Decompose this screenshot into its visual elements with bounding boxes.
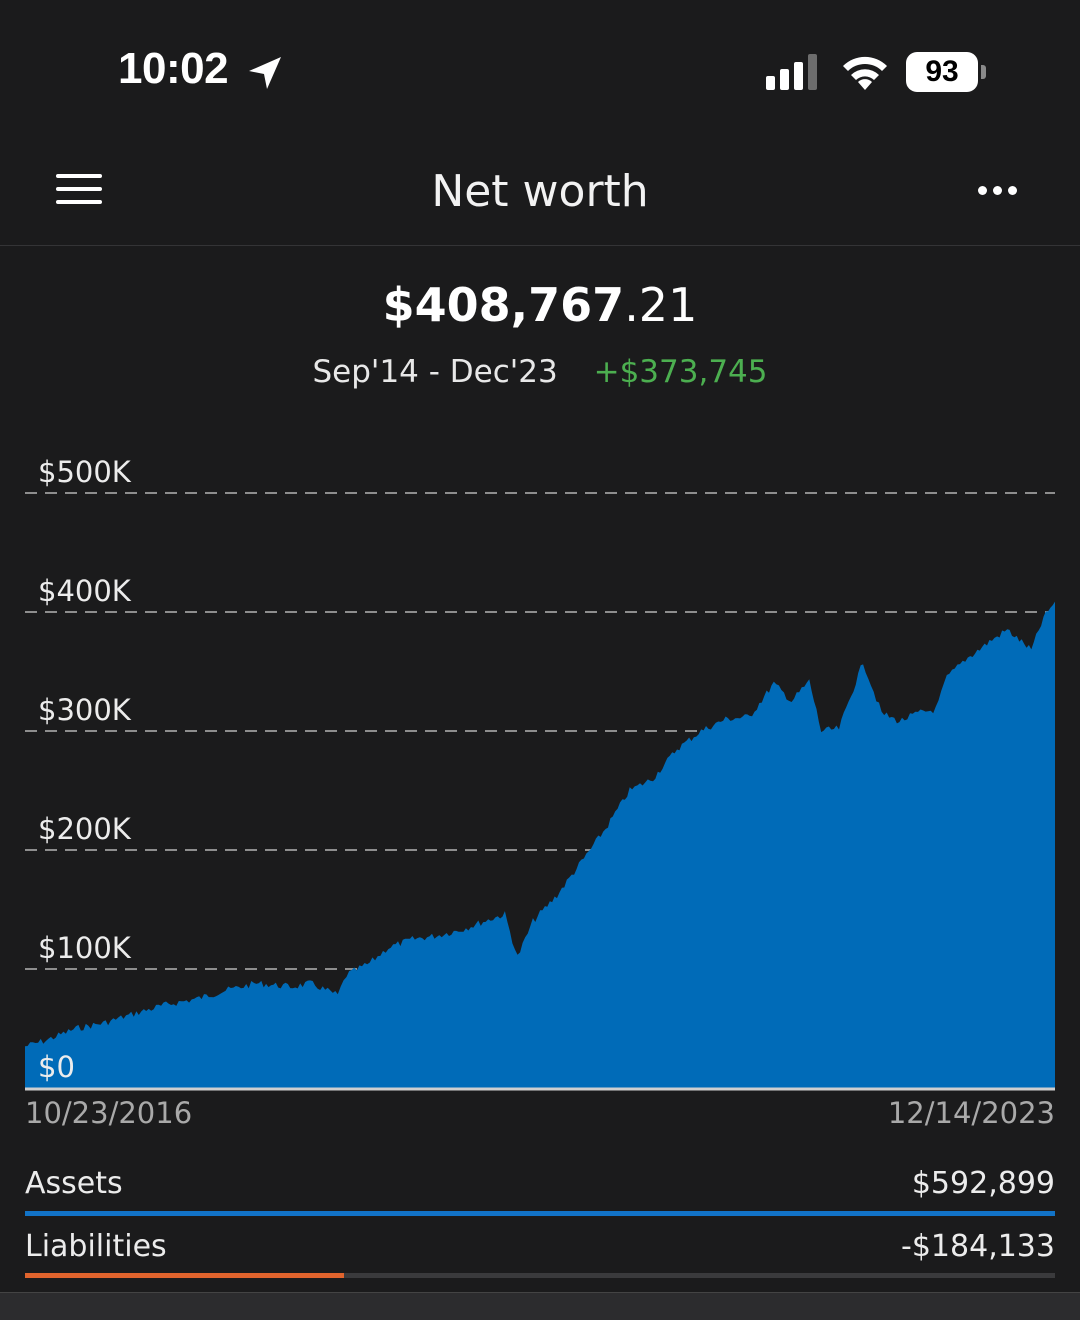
range-row: Sep'14 - Dec'23 +$373,745 xyxy=(0,354,1080,390)
assets-row[interactable]: Assets $592,899 xyxy=(25,1166,1055,1216)
assets-bar xyxy=(25,1211,1055,1216)
bottom-panel-edge xyxy=(0,1292,1080,1320)
net-worth-value: $408,767.21 xyxy=(0,278,1080,332)
liabilities-label: Liabilities xyxy=(25,1229,167,1264)
assets-label: Assets xyxy=(25,1166,123,1201)
assets-bar-fill xyxy=(25,1211,1055,1216)
liabilities-bar-fill xyxy=(25,1273,345,1278)
net-worth-area xyxy=(25,601,1055,1088)
battery-icon: 93 xyxy=(906,52,988,92)
cellular-signal-icon xyxy=(766,54,817,90)
net-worth-cents: .21 xyxy=(624,278,698,332)
y-tick-label: $300K xyxy=(38,693,131,727)
net-worth-chart[interactable]: $0 $100K $200K $300K $400K $500K 10/23/2016 1… xyxy=(0,440,1080,1140)
liabilities-bar xyxy=(25,1273,1055,1278)
net-worth-change: +$373,745 xyxy=(593,354,768,390)
x-axis-start-label: 10/23/2016 xyxy=(25,1096,193,1130)
status-bar: 10:02 93 xyxy=(0,0,1080,140)
y-tick-label: $100K xyxy=(38,931,131,965)
status-time: 10:02 xyxy=(118,44,229,93)
y-tick-label: $500K xyxy=(38,455,131,489)
liabilities-row[interactable]: Liabilities -$184,133 xyxy=(25,1229,1055,1279)
y-tick-label: $200K xyxy=(38,812,131,846)
page-title: Net worth xyxy=(431,166,649,217)
wifi-icon xyxy=(843,56,887,90)
y-tick-label: $0 xyxy=(38,1050,75,1084)
more-options-icon[interactable] xyxy=(978,180,1024,200)
battery-level: 93 xyxy=(925,55,959,88)
y-tick-label: $400K xyxy=(38,574,131,608)
date-range-label[interactable]: Sep'14 - Dec'23 xyxy=(312,354,558,390)
net-worth-main: $408,767 xyxy=(382,278,625,332)
net-worth-chart-svg xyxy=(25,492,1055,1091)
location-arrow-icon xyxy=(249,57,281,89)
x-axis-end-label: 12/14/2023 xyxy=(887,1096,1055,1130)
assets-value: $592,899 xyxy=(911,1166,1055,1201)
hamburger-menu-icon[interactable] xyxy=(56,174,104,206)
liabilities-value: -$184,133 xyxy=(901,1229,1055,1264)
navigation-bar: Net worth xyxy=(0,140,1080,246)
